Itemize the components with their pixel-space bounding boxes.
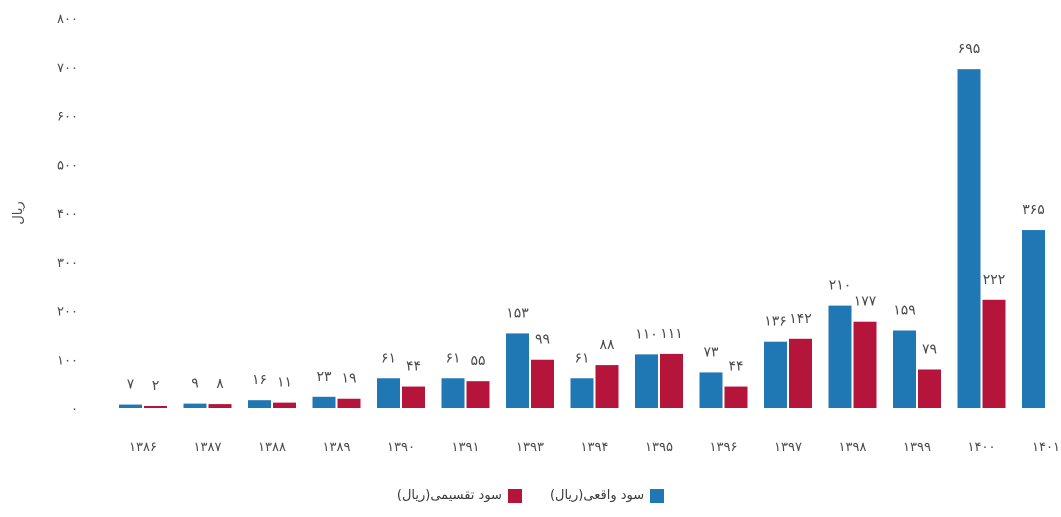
data-label: ۸	[216, 376, 224, 392]
bar-real-profit	[183, 403, 207, 408]
data-label: ۳۶۵	[1022, 202, 1045, 218]
data-label: ۱۵۳	[506, 305, 529, 321]
y-tick-label: ۵۰۰	[57, 158, 78, 173]
x-axis: ۱۳۸۶ ۱۳۸۷ ۱۳۸۸ ۱۳۸۹ ۱۳۹۰ ۱۳۹۱ ۱۳۹۳ ۱۳۹۴ ۱۳۹۵ ۱۳۹۶…	[129, 440, 1060, 455]
x-tick-label: ۱۳۹۵	[645, 440, 673, 455]
data-label: ۱۷۷	[854, 294, 877, 310]
bar-dividend	[918, 369, 941, 408]
bar-real-profit	[828, 305, 852, 408]
bar-dividend	[531, 359, 554, 408]
bar-real-profit	[377, 378, 400, 408]
bar-dividend	[724, 386, 748, 408]
y-tick-label: ۸۰۰	[57, 12, 78, 27]
bar-real-profit	[312, 396, 336, 408]
bar-dividend	[595, 365, 619, 408]
data-label: ۲۱۰	[829, 278, 852, 294]
bars	[119, 69, 1045, 408]
data-label: ۲۲۲	[983, 272, 1006, 288]
bar-real-profit	[893, 330, 916, 408]
y-tick-label: ۲۰۰	[57, 305, 78, 320]
data-label: ۷۹	[922, 341, 937, 357]
bar-real-profit	[248, 400, 271, 408]
legend-label-dividend: سود تقسیمی(ریال)	[396, 488, 502, 503]
data-label: ۴۴	[728, 359, 743, 375]
x-tick-label: ۱۴۰۱	[1032, 440, 1060, 455]
y-axis-title: ریال	[11, 201, 26, 224]
y-tick-label: ۶۰۰	[57, 110, 78, 125]
data-label: ۱۱	[277, 375, 292, 391]
x-tick-label: ۱۳۹۷	[774, 440, 802, 455]
bar-dividend	[789, 338, 812, 408]
x-tick-label: ۱۳۸۷	[194, 440, 222, 455]
bar-real-profit	[957, 69, 981, 408]
bar-real-profit	[506, 333, 529, 408]
data-labels: ۷ ۲ ۹ ۸ ۱۶ ۱۱ ۲۳ ۱۹ ۶۱ ۴۴ ۶۱ ۵۵ ۱۵۳ ۹۹ ۶۱ ۸۸ ۱۱۰ ۱۱۱ ۷۳ ۴۴ ۱…	[127, 41, 1045, 394]
y-tick-label: ۴۰۰	[57, 207, 78, 222]
data-label: ۸۸	[599, 337, 615, 353]
x-tick-label: ۱۳۹۹	[903, 440, 931, 455]
data-label: ۹۹	[535, 332, 550, 348]
data-label: ۱۴۲	[789, 311, 812, 327]
bar-dividend	[144, 406, 167, 408]
x-tick-label: ۱۳۸۸	[258, 440, 286, 455]
bar-dividend	[982, 299, 1006, 408]
bar-dividend	[402, 386, 425, 408]
y-tick-label: ۷۰۰	[57, 61, 78, 76]
bar-real-profit	[119, 404, 142, 408]
data-label: ۹	[191, 376, 199, 392]
data-label: ۵۵	[470, 353, 485, 369]
legend: سود واقعی(ریال) سود تقسیمی(ریال)	[0, 488, 1061, 503]
y-tick-label: ۱۰۰	[57, 353, 78, 368]
data-label: ۴۴	[406, 359, 421, 375]
x-tick-label: ۱۴۰۰	[968, 440, 996, 455]
bar-dividend	[208, 404, 232, 408]
bar-dividend	[660, 353, 683, 408]
x-tick-label: ۱۳۹۰	[387, 440, 415, 455]
x-tick-label: ۱۳۹۸	[839, 440, 867, 455]
legend-swatch-dividend	[507, 488, 522, 503]
x-tick-label: ۱۳۹۳	[516, 440, 544, 455]
data-label: ۷۳	[703, 344, 719, 360]
x-tick-label: ۱۳۸۹	[323, 440, 351, 455]
data-label: ۲	[152, 378, 160, 394]
y-tick-label: ۰	[71, 402, 78, 417]
data-label: ۲۳	[316, 369, 332, 385]
bar-dividend	[273, 402, 296, 408]
bar-real-profit	[1022, 230, 1045, 408]
data-label: ۱۱۰	[635, 326, 658, 342]
x-tick-label: ۱۳۸۶	[129, 440, 157, 455]
data-label: ۶۱	[445, 350, 460, 366]
legend-swatch-real-profit	[650, 488, 665, 503]
x-tick-label: ۱۳۹۱	[452, 440, 480, 455]
data-label: ۱۵۹	[893, 302, 916, 318]
data-label: ۶۱	[574, 350, 589, 366]
legend-item-real-profit: سود واقعی(ریال)	[549, 488, 665, 503]
bar-real-profit	[441, 378, 465, 408]
bar-real-profit	[764, 341, 787, 408]
data-label: ۱۹	[341, 371, 356, 387]
bar-dividend	[337, 398, 361, 408]
data-label: ۱۱۱	[660, 326, 683, 342]
bar-dividend	[853, 321, 877, 408]
data-label: ۱۶	[252, 372, 267, 388]
bar-real-profit	[699, 372, 723, 408]
x-tick-label: ۱۳۹۶	[710, 440, 738, 455]
y-axis: ۰ ۱۰۰ ۲۰۰ ۳۰۰ ۴۰۰ ۵۰۰ ۶۰۰ ۷۰۰ ۸۰۰	[57, 12, 78, 417]
data-label: ۱۳۶	[764, 314, 787, 330]
legend-item-dividend: سود تقسیمی(ریال)	[397, 488, 522, 503]
bar-dividend	[466, 381, 490, 408]
legend-label-real-profit: سود واقعی(ریال)	[549, 488, 645, 503]
data-label: ۷	[127, 377, 135, 393]
bar-real-profit	[635, 354, 658, 408]
data-label: ۶۱	[381, 350, 396, 366]
data-label: ۶۹۵	[958, 41, 981, 57]
y-tick-label: ۳۰۰	[57, 256, 78, 271]
bar-real-profit	[570, 378, 594, 408]
x-tick-label: ۱۳۹۴	[581, 440, 609, 455]
